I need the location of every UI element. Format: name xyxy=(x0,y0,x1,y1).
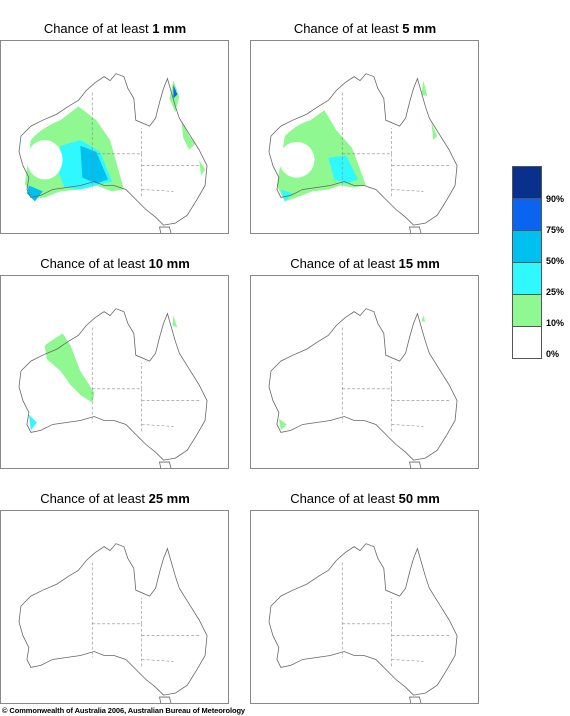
map-panel-1mm xyxy=(0,40,229,234)
legend-label-25: 25% xyxy=(546,287,565,297)
legend-swatch-75 xyxy=(512,198,542,230)
panel-title-25mm: Chance of at least 25 mm xyxy=(40,491,190,506)
legend-swatch-25 xyxy=(512,262,542,294)
panel-title-5mm: Chance of at least 5 mm xyxy=(293,21,437,36)
map-panel-50mm xyxy=(250,510,479,704)
probability-legend xyxy=(512,166,542,359)
panel-title-50mm: Chance of at least 50 mm xyxy=(290,491,440,506)
legend-swatch-10 xyxy=(512,294,542,326)
legend-swatch-50 xyxy=(512,230,542,262)
copyright-notice: © Commonwealth of Australia 2006, Austra… xyxy=(2,706,245,715)
map-panel-25mm xyxy=(0,510,229,704)
panel-title-1mm: Chance of at least 1 mm xyxy=(43,21,187,36)
legend-label-0: 0% xyxy=(546,349,560,359)
legend-swatch-0 xyxy=(512,326,542,359)
panel-title-15mm: Chance of at least 15 mm xyxy=(290,256,440,271)
panel-title-10mm: Chance of at least 10 mm xyxy=(40,256,190,271)
legend-label-75: 75% xyxy=(546,225,565,235)
legend-label-50: 50% xyxy=(546,256,565,266)
map-panel-5mm xyxy=(250,40,479,234)
legend-label-10: 10% xyxy=(546,318,565,328)
legend-label-90: 90% xyxy=(546,194,565,204)
legend-swatch-90 xyxy=(512,166,542,198)
map-panel-15mm xyxy=(250,275,479,469)
map-panel-10mm xyxy=(0,275,229,469)
